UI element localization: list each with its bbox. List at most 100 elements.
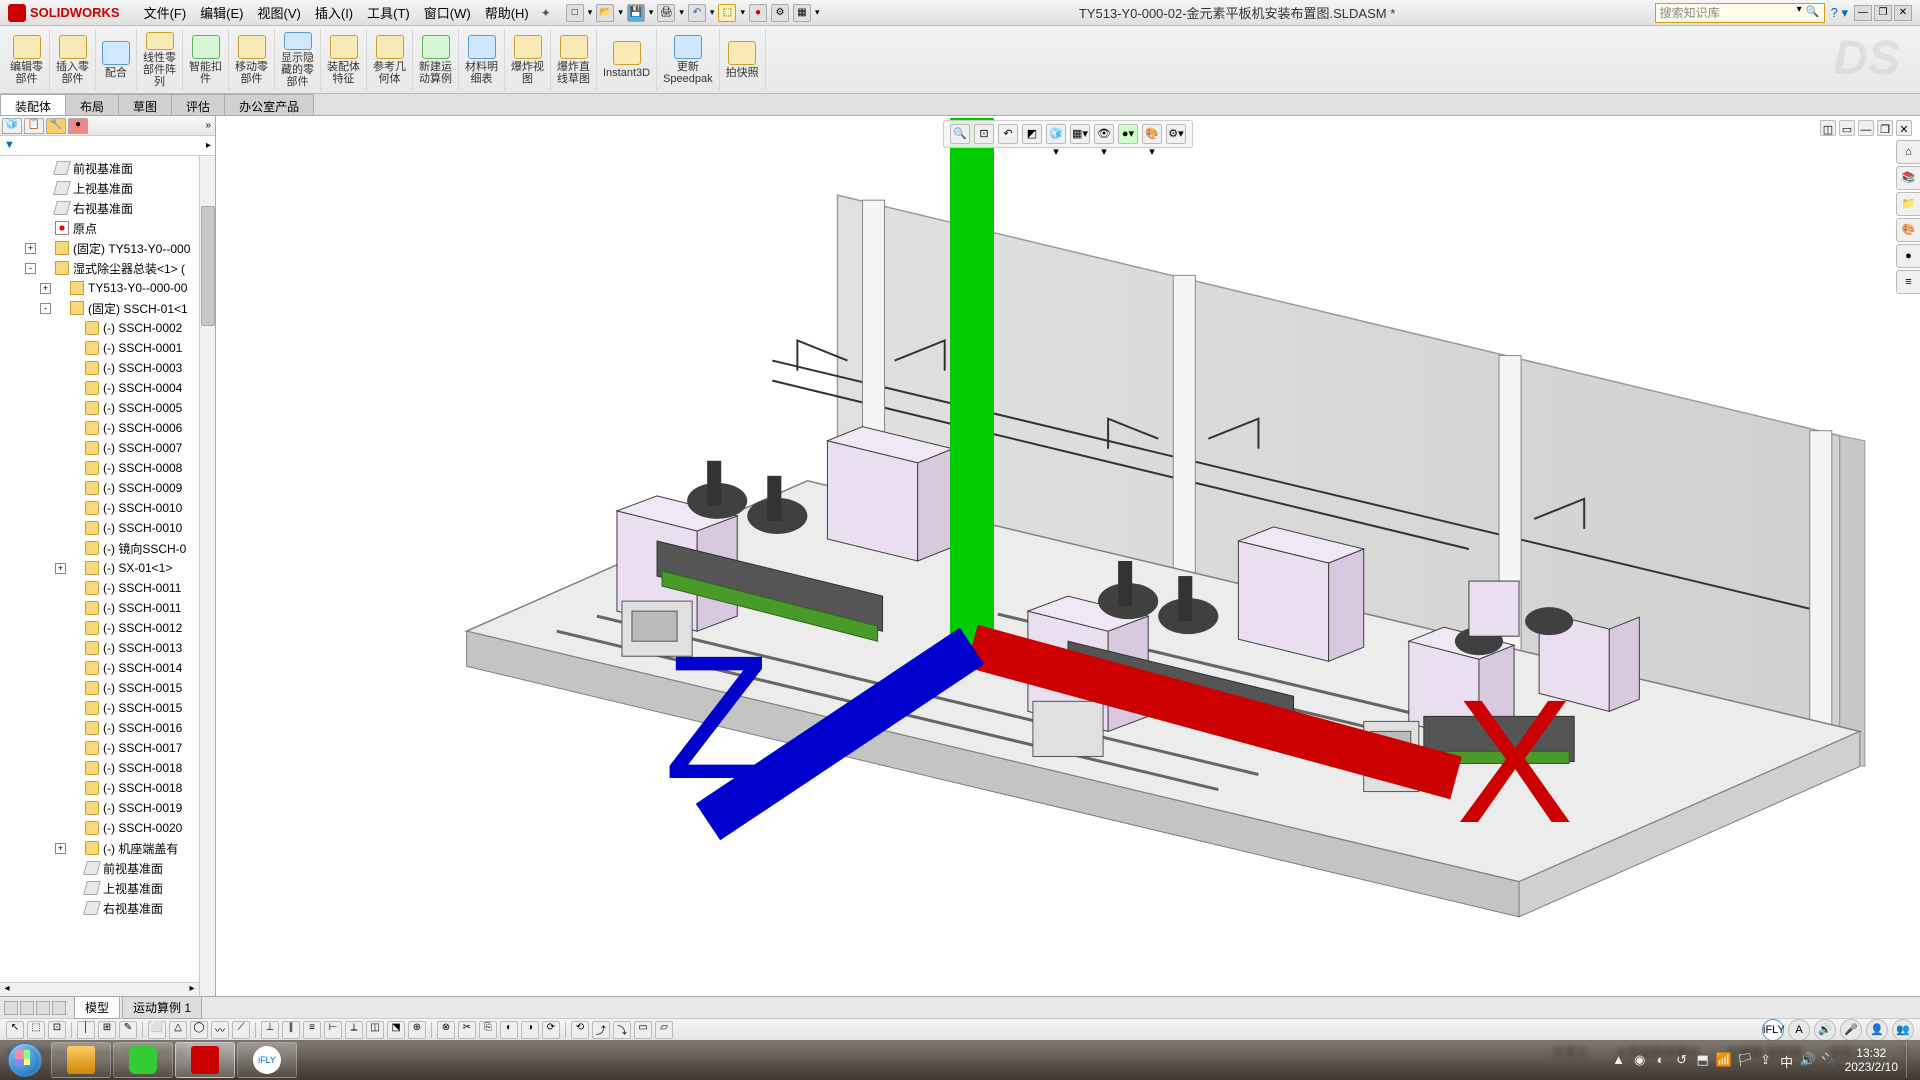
command-tab[interactable]: 布局 [65, 94, 119, 115]
tree-item[interactable]: (-) SSCH-0013 [0, 638, 215, 658]
ribbon-button[interactable]: 更新 Speedpak [657, 29, 720, 91]
tree-tab-display[interactable]: ● [68, 118, 88, 134]
tree-item[interactable]: -湿式除尘器总装<1> ( [0, 258, 215, 278]
ifly-user-icon[interactable]: 👤 [1866, 1019, 1888, 1041]
tree-item[interactable]: (-) SSCH-0002 [0, 318, 215, 338]
vp-close-icon[interactable]: ✕ [1896, 120, 1912, 136]
rebuild-icon[interactable]: ● [749, 4, 767, 22]
show-desktop-button[interactable] [1906, 1042, 1914, 1078]
task-wechat[interactable] [113, 1042, 173, 1078]
mt-icon-4[interactable] [52, 1001, 66, 1015]
new-icon[interactable]: □ [566, 4, 584, 22]
sketch-tool-icon[interactable]: ↖ [6, 1021, 24, 1039]
tray-flag-icon[interactable]: 🏳 [1737, 1052, 1753, 1068]
sketch-tool-icon[interactable]: ⊞ [98, 1021, 116, 1039]
ribbon-button[interactable]: 参考几 何体 [367, 29, 413, 91]
menu-item[interactable]: 插入(I) [309, 0, 359, 25]
tree-scrollbar[interactable] [199, 156, 215, 996]
tree-item[interactable]: (-) 镜向SSCH-0 [0, 538, 215, 558]
hide-show-icon[interactable]: 👁▾ [1094, 124, 1114, 144]
sketch-tool-icon[interactable]: ◫ [366, 1021, 384, 1039]
tree-item[interactable]: (-) SSCH-0015 [0, 698, 215, 718]
tree-item[interactable]: (-) SSCH-0011 [0, 578, 215, 598]
sketch-tool-icon[interactable]: ⎘ [479, 1021, 497, 1039]
apply-scene-icon[interactable]: 🎨▾ [1142, 124, 1162, 144]
sketch-tool-icon[interactable]: △ [169, 1021, 187, 1039]
tray-up-icon[interactable]: ▲ [1611, 1052, 1627, 1068]
sketch-tool-icon[interactable]: ≡ [303, 1021, 321, 1039]
tree-expander-icon[interactable]: + [55, 843, 66, 854]
search-dropdown-icon[interactable]: ▾ [1797, 4, 1802, 15]
view-orient-icon[interactable]: 🧊▾ [1046, 124, 1066, 144]
sketch-tool-icon[interactable]: ⟋ [232, 1021, 250, 1039]
graphics-viewport[interactable]: 🔍 ⊡ ↶ ◩ 🧊▾ ▦▾ 👁▾ ●▾ 🎨▾ ⚙▾ ◫ ▭ — ❐ ✕ [216, 116, 1920, 996]
zoom-area-icon[interactable]: ⊡ [974, 124, 994, 144]
sketch-tool-icon[interactable]: │ [77, 1021, 95, 1039]
select-icon[interactable]: ⬚ [718, 4, 736, 22]
tree-item[interactable]: (-) SSCH-0001 [0, 338, 215, 358]
prev-view-icon[interactable]: ↶ [998, 124, 1018, 144]
sketch-tool-icon[interactable]: 〰 [211, 1021, 229, 1039]
sketch-tool-icon[interactable]: ⟂ [345, 1021, 363, 1039]
tree-item[interactable]: (-) SSCH-0017 [0, 738, 215, 758]
tree-item[interactable]: (-) SSCH-0003 [0, 358, 215, 378]
tree-item[interactable]: 右视基准面 [0, 898, 215, 918]
ifly-mic-icon[interactable]: 🎤 [1840, 1019, 1862, 1041]
menu-item[interactable]: 文件(F) [138, 0, 193, 25]
taskpane-view-palette-icon[interactable]: 🎨 [1896, 218, 1920, 242]
vp-min2-icon[interactable]: — [1858, 120, 1874, 136]
tree-expander-icon[interactable]: + [40, 283, 51, 294]
tree-item[interactable]: (-) SSCH-0010 [0, 518, 215, 538]
tree-expander-icon[interactable]: + [55, 563, 66, 574]
tree-item[interactable]: (-) SSCH-0012 [0, 618, 215, 638]
minimize-button[interactable]: — [1854, 5, 1872, 21]
ribbon-button[interactable]: Instant3D [597, 29, 657, 91]
task-ifly[interactable]: iFLY [237, 1042, 297, 1078]
ifly-text-icon[interactable]: A [1788, 1019, 1810, 1041]
tree-item[interactable]: (-) SSCH-0015 [0, 678, 215, 698]
tree-expander-icon[interactable]: - [25, 263, 36, 274]
start-button[interactable] [0, 1040, 50, 1080]
sketch-tool-icon[interactable]: ⬚ [27, 1021, 45, 1039]
tree-item[interactable]: 前视基准面 [0, 858, 215, 878]
close-button[interactable]: ✕ [1894, 5, 1912, 21]
tab-motion-study[interactable]: 运动算例 1 [122, 996, 202, 1019]
save-icon[interactable]: 💾 [627, 4, 645, 22]
command-tab[interactable]: 装配体 [0, 94, 66, 115]
taskpane-file-explorer-icon[interactable]: 📁 [1896, 192, 1920, 216]
command-tab[interactable]: 办公室产品 [224, 94, 314, 115]
tree-tabs-more-icon[interactable]: » [205, 120, 215, 131]
scroll-left-icon[interactable]: ◂ [0, 983, 14, 996]
print-icon[interactable]: 🖨 [657, 4, 675, 22]
help-icon[interactable]: ? ▾ [1831, 5, 1848, 21]
restore-button[interactable]: ❐ [1874, 5, 1892, 21]
tree-horizontal-scroll[interactable]: ◂ ▸ [0, 982, 199, 996]
sketch-tool-icon[interactable]: ⬜ [148, 1021, 166, 1039]
tree-tab-feature[interactable]: 🧊 [2, 118, 22, 134]
sketch-tool-icon[interactable]: ▱ [655, 1021, 673, 1039]
tree-item[interactable]: (-) SSCH-0011 [0, 598, 215, 618]
mt-icon-2[interactable] [20, 1001, 34, 1015]
orientation-triad[interactable]: Y X Z [252, 116, 1920, 866]
tree-tab-config[interactable]: 🔧 [46, 118, 66, 134]
display-style-icon[interactable]: ▦▾ [1070, 124, 1090, 144]
tree-item[interactable]: -(固定) SSCH-01<1 [0, 298, 215, 318]
view-settings-icon[interactable]: ⚙▾ [1166, 124, 1186, 144]
tree-tab-property[interactable]: 📋 [24, 118, 44, 134]
tree-item[interactable]: (-) SSCH-0006 [0, 418, 215, 438]
open-icon[interactable]: 📂 [596, 4, 614, 22]
taskpane-design-lib-icon[interactable]: 📚 [1896, 166, 1920, 190]
menu-item[interactable]: 视图(V) [252, 0, 307, 25]
mt-icon-1[interactable] [4, 1001, 18, 1015]
taskbar-clock[interactable]: 13:32 2023/2/10 [1845, 1046, 1898, 1074]
tray-lang-icon[interactable]: 中 [1779, 1052, 1795, 1068]
ribbon-button[interactable]: 智能扣 件 [183, 29, 229, 91]
sketch-tool-icon[interactable]: ⊗ [437, 1021, 455, 1039]
sketch-tool-icon[interactable]: ⟳ [542, 1021, 560, 1039]
ribbon-button[interactable]: 材料明 细表 [459, 29, 505, 91]
ribbon-button[interactable]: 新建运 动算例 [413, 29, 459, 91]
tree-item[interactable]: (-) SSCH-0016 [0, 718, 215, 738]
filter-icon[interactable]: ▼ [4, 139, 18, 153]
tray-app1-icon[interactable]: ◉ [1632, 1052, 1648, 1068]
vp-link-icon[interactable]: ◫ [1820, 120, 1836, 136]
